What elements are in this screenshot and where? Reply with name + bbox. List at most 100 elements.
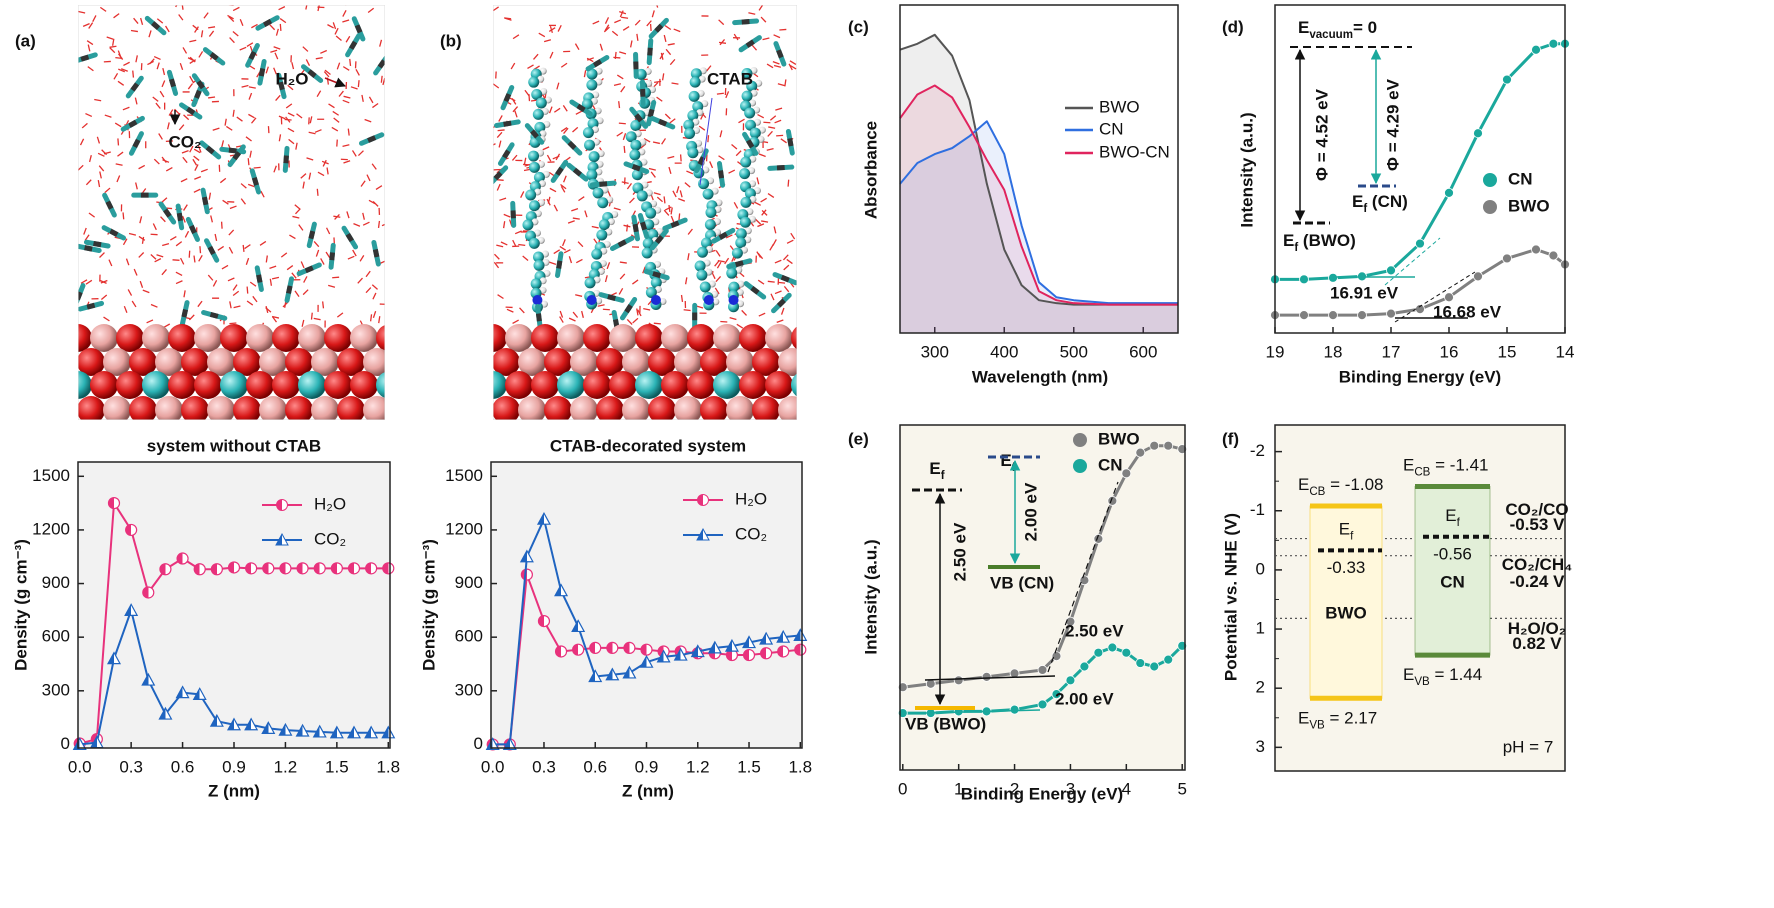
data-marker <box>209 713 224 727</box>
slab-atom <box>78 371 92 399</box>
text-main: E <box>929 459 940 478</box>
co2-carbon <box>349 40 358 50</box>
water-molecule <box>621 16 629 19</box>
ctab-carbon <box>581 98 593 110</box>
water-molecule <box>328 103 335 109</box>
water-molecule <box>162 159 170 163</box>
water-molecule <box>253 166 261 169</box>
water-molecule <box>380 75 383 83</box>
water-molecule <box>767 130 773 137</box>
water-molecule <box>135 55 138 63</box>
slab-atom <box>505 324 533 352</box>
water-molecule <box>287 112 295 117</box>
water-molecule <box>292 215 300 219</box>
water-molecule <box>716 92 724 95</box>
co2-carbon <box>128 119 138 128</box>
water-molecule <box>372 292 377 300</box>
tangent-fit <box>1384 237 1441 286</box>
water-molecule <box>504 17 512 20</box>
data-marker <box>589 641 602 655</box>
data-marker <box>673 647 688 661</box>
water-molecule <box>618 122 626 125</box>
y-axis-label: Density (g cm⁻³) <box>11 539 30 671</box>
y-axis-label: Potential vs. NHE (V) <box>1221 513 1240 681</box>
water-molecule <box>671 82 679 85</box>
water-molecule <box>575 110 583 115</box>
ctab-carbon <box>533 171 545 183</box>
annotation: Φ = 4.29 eV <box>1383 78 1402 171</box>
data-marker <box>1149 661 1160 672</box>
ctab-carbon <box>650 277 662 289</box>
ctab-carbon <box>689 76 701 88</box>
water-molecule <box>673 28 681 33</box>
annotation: Evacuum= 0 <box>1298 18 1377 41</box>
plot-area <box>491 462 802 748</box>
data-marker <box>1502 74 1512 85</box>
co2-carbon <box>624 304 633 314</box>
water-molecule <box>650 171 656 178</box>
water-molecule <box>273 67 277 75</box>
water-molecule <box>559 316 564 323</box>
water-molecule <box>767 280 775 283</box>
band-edge-label: ECB = -1.41 <box>1403 456 1489 479</box>
water-molecule <box>543 39 552 43</box>
co2-carbon <box>209 52 219 61</box>
water-molecule <box>533 53 539 60</box>
data-marker <box>312 724 327 738</box>
co2-carbon <box>196 80 205 90</box>
slab-atom <box>765 371 793 399</box>
water-molecule <box>127 289 133 296</box>
text-tail: = 2.17 <box>1325 709 1377 728</box>
y-tick-label: 3 <box>1256 737 1265 756</box>
water-molecule <box>670 215 675 223</box>
slab-atom <box>142 371 170 399</box>
water-molecule <box>278 6 286 11</box>
water-molecule <box>676 186 680 194</box>
ctab-carbon <box>705 207 717 219</box>
water-molecule <box>123 61 130 67</box>
data-marker <box>1065 675 1076 686</box>
water-molecule <box>659 52 665 60</box>
water-molecule <box>738 118 745 124</box>
pointer-arrow <box>324 77 346 88</box>
ctab-carbon <box>690 68 702 80</box>
co2-carbon <box>776 298 786 308</box>
water-molecule <box>758 312 766 317</box>
water-molecule <box>497 129 505 132</box>
water-molecule <box>366 174 371 182</box>
water-molecule <box>656 96 663 102</box>
legend-label: CN <box>1098 455 1123 474</box>
co2-carbon <box>607 294 616 301</box>
data-marker <box>1357 310 1367 321</box>
slab-atom <box>739 324 767 352</box>
ctab-carbon <box>749 127 761 139</box>
water-molecule <box>636 33 639 41</box>
water-molecule <box>117 138 120 146</box>
water-molecule <box>379 39 383 47</box>
water-molecule <box>552 155 560 160</box>
ctab-carbon <box>645 207 657 219</box>
water-molecule <box>192 158 198 166</box>
slab-atom <box>246 324 274 352</box>
water-molecule <box>217 245 225 251</box>
co2-carbon <box>194 89 202 99</box>
water-molecule <box>560 184 567 190</box>
co2-carbon <box>503 93 512 103</box>
data-marker <box>759 631 774 645</box>
water-molecule <box>162 243 170 247</box>
water-molecule <box>670 207 673 215</box>
slab-atom <box>337 396 365 420</box>
water-molecule <box>278 115 286 120</box>
water-molecule <box>198 254 203 262</box>
water-molecule <box>757 113 765 119</box>
data-marker <box>1473 128 1483 139</box>
water-molecule <box>643 137 651 143</box>
water-molecule <box>317 171 325 177</box>
water-molecule <box>265 66 269 74</box>
co2-carbon <box>181 309 188 318</box>
band-name: CN <box>1440 572 1465 591</box>
slab-atom <box>518 396 546 420</box>
water-molecule <box>113 13 120 19</box>
slab-atom <box>765 324 793 352</box>
water-molecule <box>623 224 631 228</box>
